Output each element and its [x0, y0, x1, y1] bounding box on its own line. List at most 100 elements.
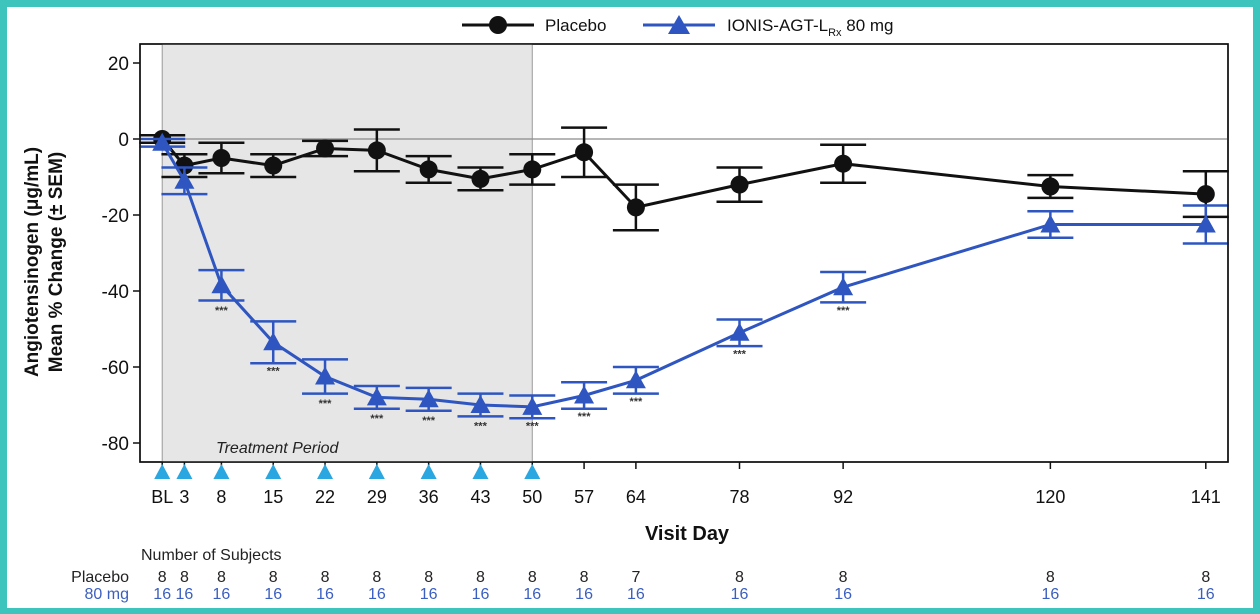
x-tick-label: BL	[151, 487, 173, 507]
data-point	[419, 160, 438, 179]
treatment-period-label: Treatment Period	[216, 440, 340, 457]
subject-count: 8	[180, 569, 189, 586]
data-point	[1196, 185, 1215, 204]
y-axis-label-line2: Mean % Change (± SEM)	[46, 152, 67, 373]
significance-marks: *** *** *** *** *** *** *** *** *** *** ***	[215, 305, 850, 433]
data-point	[625, 370, 646, 389]
data-point	[418, 389, 439, 408]
significance-mark: ***	[733, 349, 747, 361]
subject-count: 16	[1197, 586, 1215, 603]
subject-count: 8	[269, 569, 278, 586]
subject-count: 16	[420, 586, 438, 603]
data-point	[523, 160, 542, 179]
significance-mark: ***	[370, 413, 384, 425]
significance-mark: ***	[422, 415, 436, 427]
x-tick-label: 36	[419, 487, 439, 507]
significance-mark: ***	[319, 398, 333, 410]
legend-drug-label: IONIS-AGT-LRx 80 mg	[727, 16, 894, 39]
subject-count: 16	[627, 586, 645, 603]
subject-count: 16	[523, 586, 541, 603]
subject-count: 16	[153, 586, 171, 603]
data-point	[316, 139, 335, 158]
legend: Placebo IONIS-AGT-LRx 80 mg	[462, 15, 894, 39]
subjects-row-label-80mg: 80 mg	[85, 586, 129, 603]
legend-placebo-marker	[489, 16, 507, 34]
x-tick-label: 64	[626, 487, 646, 507]
dose-marker-icon	[317, 464, 334, 479]
y-tick-label: 20	[108, 54, 129, 75]
subject-count: 8	[580, 569, 589, 586]
subjects-title: Number of Subjects	[141, 547, 282, 564]
data-point	[152, 132, 173, 151]
dose-markers	[154, 464, 541, 479]
subject-count: 8	[1046, 569, 1055, 586]
x-tick-label: 78	[729, 487, 749, 507]
x-tick-label: 120	[1035, 487, 1065, 507]
y-tick-label: -60	[102, 358, 129, 379]
data-point	[522, 396, 543, 415]
data-point	[1040, 214, 1061, 233]
y-tick-label: 0	[118, 130, 129, 151]
data-point	[574, 385, 595, 404]
data-point	[175, 156, 194, 175]
x-tick-label: 15	[263, 487, 283, 507]
dose-marker-icon	[524, 464, 541, 479]
dose-marker-icon	[265, 464, 282, 479]
legend-drug-marker	[668, 15, 690, 34]
dose-marker-icon	[176, 464, 193, 479]
subject-count: 8	[735, 569, 744, 586]
series-layer	[139, 126, 1229, 420]
subject-count: 8	[1201, 569, 1210, 586]
data-point	[211, 275, 232, 294]
subject-count: 16	[834, 586, 852, 603]
dose-marker-icon	[368, 464, 385, 479]
x-tick-label: 50	[522, 487, 542, 507]
x-axis-label: Visit Day	[645, 523, 730, 545]
data-point	[263, 332, 284, 351]
data-point	[315, 366, 336, 385]
subject-count: 16	[575, 586, 593, 603]
significance-mark: ***	[837, 305, 851, 317]
x-tick-label: 92	[833, 487, 853, 507]
dose-marker-icon	[154, 464, 171, 479]
x-tick-label: 22	[315, 487, 335, 507]
treatment-period-band	[161, 43, 533, 463]
data-point	[730, 175, 749, 194]
data-point	[470, 395, 491, 413]
x-axis: BL 3 8 15 22 29 36 43 50 57 64 78 92 120 141	[151, 462, 1221, 507]
significance-mark: ***	[267, 366, 281, 378]
x-tick-label: 3	[179, 487, 189, 507]
significance-mark: ***	[526, 421, 540, 433]
y-tick-label: -20	[102, 206, 129, 227]
data-point	[212, 149, 231, 167]
series-placebo	[139, 126, 1229, 232]
x-tick-label: 141	[1191, 487, 1221, 507]
subject-count: 16	[264, 586, 282, 603]
subject-count: 8	[321, 569, 330, 586]
y-axis: 20 0 -20 -40 -60 -80	[102, 54, 140, 455]
data-point	[833, 277, 854, 296]
subject-count: 16	[316, 586, 334, 603]
y-tick-label: -80	[102, 434, 129, 455]
dose-marker-icon	[213, 464, 230, 479]
data-point	[729, 322, 750, 341]
significance-mark: ***	[629, 396, 643, 408]
treatment-period-region	[161, 43, 533, 463]
data-point	[264, 156, 283, 175]
x-tick-label: 8	[216, 487, 226, 507]
subject-count: 8	[424, 569, 433, 586]
x-tick-label: 57	[574, 487, 594, 507]
subject-count: 7	[631, 569, 640, 586]
subject-count: 16	[176, 586, 194, 603]
x-tick-label: 43	[470, 487, 490, 507]
y-axis-label-line1: Angiotensinogen (μg/mL)	[22, 147, 43, 377]
data-point	[834, 154, 853, 173]
data-point	[174, 170, 195, 189]
subject-count: 16	[731, 586, 749, 603]
data-point	[367, 141, 386, 160]
subject-count: 8	[217, 569, 226, 586]
series-ionis-agt-lrx	[139, 132, 1229, 420]
